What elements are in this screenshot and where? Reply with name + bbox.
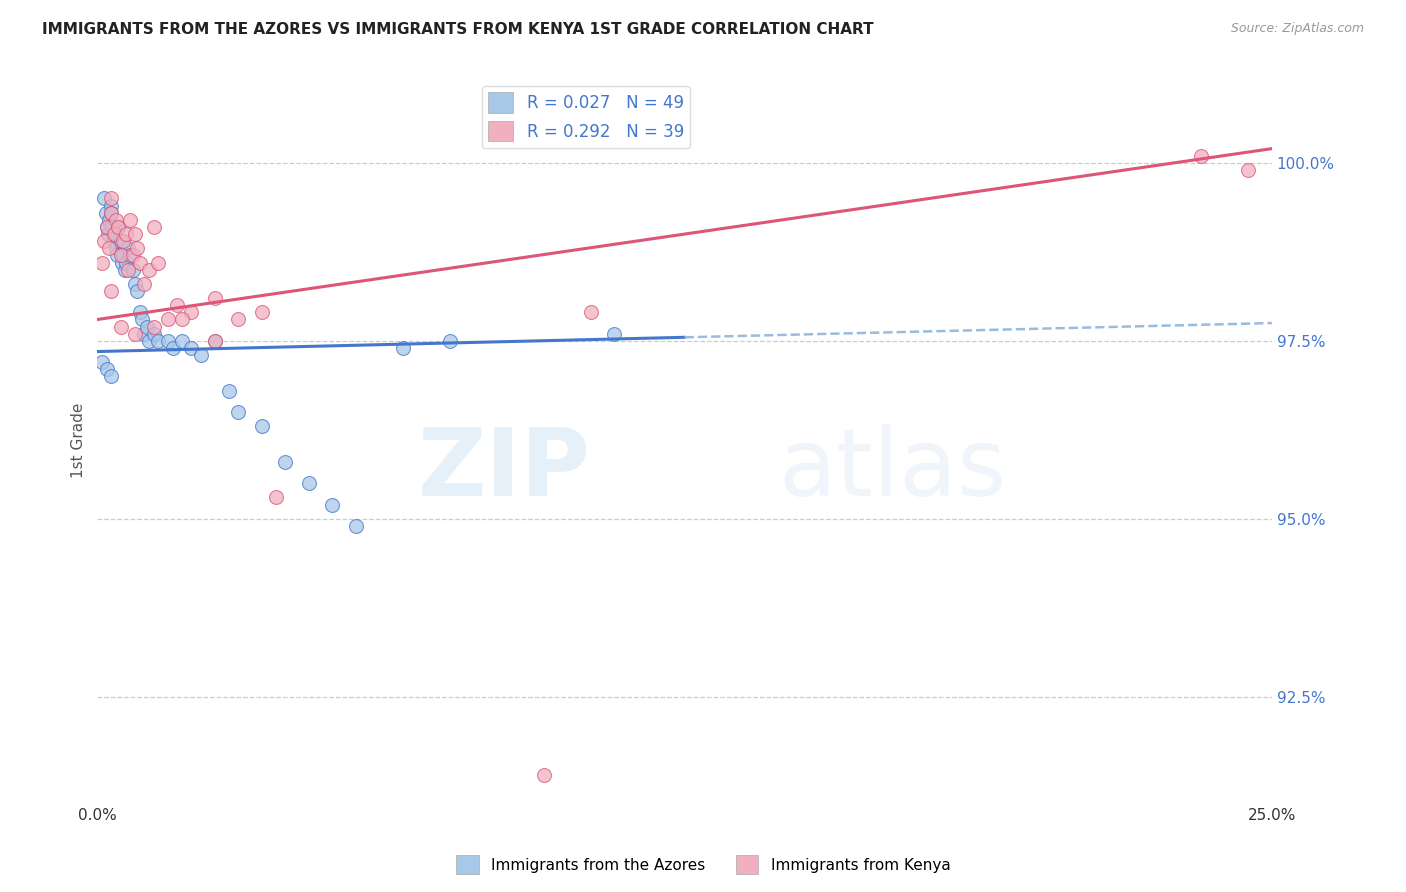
Point <box>391 341 413 355</box>
Point <box>180 341 202 355</box>
Point <box>93 234 115 248</box>
Point <box>103 227 125 241</box>
Point <box>170 312 193 326</box>
Legend: R = 0.027   N = 49, R = 0.292   N = 39: R = 0.027 N = 49, R = 0.292 N = 39 <box>481 86 690 148</box>
Point <box>105 212 128 227</box>
Point <box>112 248 135 262</box>
Point <box>439 334 461 348</box>
Point <box>204 291 226 305</box>
Point <box>138 262 160 277</box>
Point <box>98 212 121 227</box>
Point <box>138 334 160 348</box>
Point <box>111 255 134 269</box>
Point <box>107 219 129 234</box>
Point <box>603 326 626 341</box>
Point <box>110 248 132 262</box>
Point <box>100 205 122 219</box>
Point <box>142 219 165 234</box>
Y-axis label: 1st Grade: 1st Grade <box>72 403 86 478</box>
Point <box>100 198 122 212</box>
Point <box>107 219 129 234</box>
Point <box>96 219 118 234</box>
Point <box>112 234 135 248</box>
Point <box>120 212 142 227</box>
Point <box>120 248 142 262</box>
Point <box>114 262 136 277</box>
Point <box>104 227 127 241</box>
Point <box>250 305 273 319</box>
Point <box>117 262 139 277</box>
Point <box>100 205 122 219</box>
Point <box>264 491 287 505</box>
Legend: Immigrants from the Azores, Immigrants from Kenya: Immigrants from the Azores, Immigrants f… <box>450 849 956 880</box>
Point <box>124 326 146 341</box>
Point <box>1189 149 1212 163</box>
Point <box>156 334 179 348</box>
Point <box>204 334 226 348</box>
Point <box>321 498 343 512</box>
Point <box>96 362 118 376</box>
Point <box>124 227 146 241</box>
Point <box>134 277 156 291</box>
Point <box>97 227 120 241</box>
Point <box>121 262 143 277</box>
Point <box>250 419 273 434</box>
Point <box>135 319 157 334</box>
Point <box>127 284 149 298</box>
Point <box>533 768 555 782</box>
Point <box>128 305 150 319</box>
Point <box>274 455 297 469</box>
Point <box>156 312 179 326</box>
Point <box>100 284 122 298</box>
Point <box>170 334 193 348</box>
Point <box>166 298 188 312</box>
Point <box>344 519 367 533</box>
Point <box>218 384 240 398</box>
Point <box>128 255 150 269</box>
Point <box>101 219 124 234</box>
Point <box>298 476 321 491</box>
Point <box>142 326 165 341</box>
Point <box>98 241 121 255</box>
Point <box>91 255 114 269</box>
Point <box>226 312 249 326</box>
Point <box>142 319 165 334</box>
Point <box>180 305 202 319</box>
Text: ZIP: ZIP <box>418 424 591 516</box>
Point <box>110 319 132 334</box>
Text: Source: ZipAtlas.com: Source: ZipAtlas.com <box>1230 22 1364 36</box>
Point <box>103 234 125 248</box>
Point <box>204 334 226 348</box>
Point <box>96 219 118 234</box>
Point <box>131 312 153 326</box>
Point <box>226 405 249 419</box>
Point <box>91 355 114 369</box>
Point <box>110 234 132 248</box>
Point <box>117 241 139 255</box>
Point <box>124 277 146 291</box>
Point <box>162 341 184 355</box>
Text: atlas: atlas <box>779 424 1007 516</box>
Point <box>114 255 136 269</box>
Point <box>127 241 149 255</box>
Point <box>100 191 122 205</box>
Point <box>94 205 117 219</box>
Point <box>148 334 170 348</box>
Text: IMMIGRANTS FROM THE AZORES VS IMMIGRANTS FROM KENYA 1ST GRADE CORRELATION CHART: IMMIGRANTS FROM THE AZORES VS IMMIGRANTS… <box>42 22 873 37</box>
Point <box>148 255 170 269</box>
Point <box>105 241 128 255</box>
Point <box>93 191 115 205</box>
Point <box>121 248 143 262</box>
Point <box>134 326 156 341</box>
Point <box>100 369 122 384</box>
Point <box>190 348 212 362</box>
Point <box>579 305 602 319</box>
Point <box>1237 163 1260 178</box>
Point <box>114 227 136 241</box>
Point <box>105 248 128 262</box>
